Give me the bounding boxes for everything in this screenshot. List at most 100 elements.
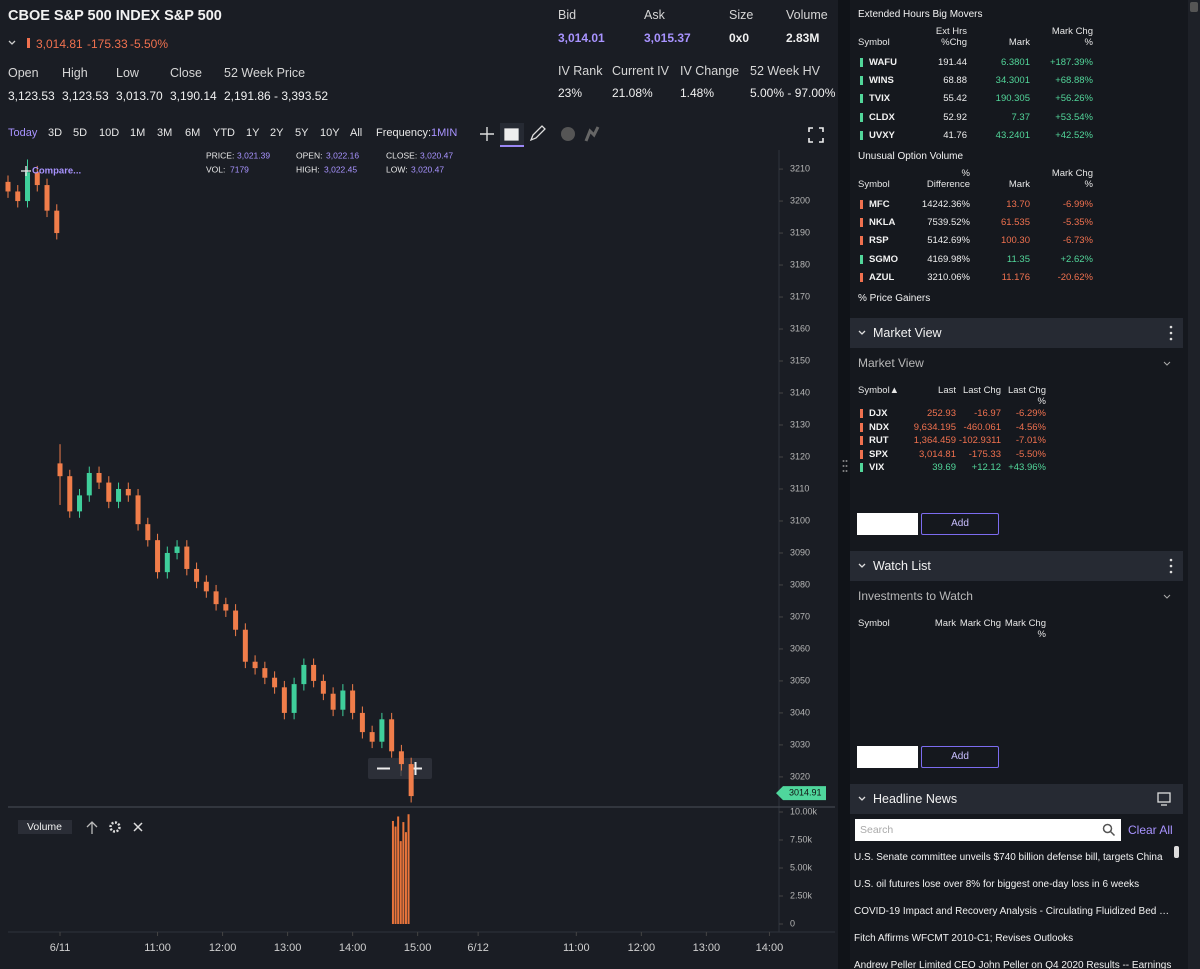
column-header: Mark [934, 618, 956, 629]
clear-all[interactable]: Clear All [1128, 823, 1173, 837]
range-button[interactable]: 5Y [295, 127, 309, 139]
range-button[interactable]: 5D [73, 127, 88, 139]
cell: -5.50% [1015, 448, 1046, 460]
symbol-input[interactable] [857, 513, 918, 535]
candle-body [262, 668, 268, 678]
cell: 1,364.459 [913, 435, 956, 446]
scrollbar-thumb[interactable] [1190, 2, 1198, 12]
candle-body [350, 690, 356, 713]
candle-body [174, 546, 180, 553]
volume-pane-icons[interactable] [86, 821, 143, 834]
panel-header [850, 551, 1183, 581]
y-tick-label: 3020 [790, 771, 810, 781]
symbol: WINS [869, 75, 894, 87]
symbol: DJX [869, 408, 888, 419]
range-button[interactable]: 2Y [270, 127, 284, 139]
range-button[interactable]: 10Y [320, 127, 340, 139]
quote-value: 3,014.01 [558, 31, 605, 45]
y-tick-label: 3030 [790, 739, 810, 749]
info-value: 3,022.45 [324, 164, 357, 174]
selector-caret[interactable] [1163, 361, 1171, 367]
selector-caret[interactable] [1163, 594, 1171, 600]
cell: +43.96% [1008, 462, 1046, 473]
cell: +42.52% [1055, 129, 1093, 141]
cell: 190.305 [995, 93, 1030, 105]
headline[interactable]: U.S. Senate committee unveils $740 billi… [854, 852, 1163, 863]
scrollbar-track[interactable] [1188, 0, 1200, 969]
cell: 4169.98% [927, 253, 970, 265]
trend-marker [860, 254, 863, 264]
volume-tick-label: 0 [790, 918, 795, 928]
range-button[interactable]: Today [8, 127, 38, 139]
x-tick-label: 14:00 [756, 942, 784, 954]
headline[interactable]: Andrew Peller Limited CEO John Peller on… [854, 960, 1172, 969]
add-button[interactable]: Add [921, 746, 999, 768]
y-tick-label: 3200 [790, 195, 810, 205]
iv-value: 23% [558, 86, 583, 100]
cell: -175.33 [968, 448, 1001, 460]
range-button[interactable]: 3D [48, 127, 63, 139]
y-tick-label: 3130 [790, 419, 810, 429]
volume-tick-label: 7.50k [790, 834, 813, 844]
frequency-value[interactable]: 1MIN [431, 127, 458, 139]
stat-label: High [62, 66, 88, 80]
column-header: Symbol [858, 37, 890, 48]
symbol: MFC [869, 199, 890, 210]
range-button[interactable]: 6M [185, 127, 201, 139]
panel-header-icons[interactable] [850, 784, 1183, 814]
panel-title: Market View [873, 326, 942, 340]
search-placeholder[interactable]: Search [860, 824, 894, 836]
zoom-control[interactable] [368, 758, 432, 779]
headline[interactable]: U.S. oil futures lose over 8% for bigges… [854, 879, 1140, 890]
candle-body [116, 488, 122, 502]
range-button[interactable]: 1Y [246, 127, 260, 139]
cell: 252.93 [926, 408, 956, 419]
toolbar-icons [480, 123, 600, 147]
search-box[interactable] [855, 819, 1121, 841]
x-tick-label: 14:00 [339, 942, 367, 954]
selector[interactable]: Investments to Watch [858, 589, 973, 603]
range-button[interactable]: 1M [130, 127, 146, 139]
candle-body [389, 719, 395, 752]
y-tick-label: 3100 [790, 515, 810, 525]
range-button[interactable]: All [350, 127, 363, 139]
range-button[interactable]: 10D [99, 127, 120, 139]
cell: -6.99% [1062, 199, 1093, 210]
y-tick-label: 3170 [790, 291, 810, 301]
cell: +187.39% [1049, 57, 1093, 68]
volume-bar [391, 820, 394, 924]
fullscreen-icon[interactable] [808, 127, 824, 143]
cell: 6.3801 [1000, 57, 1030, 68]
cell: 13.70 [1006, 199, 1030, 210]
selector[interactable]: Market View [858, 356, 924, 370]
quote-label: Volume [786, 8, 828, 22]
cell: -6.73% [1062, 235, 1093, 247]
range-button[interactable]: YTD [213, 127, 235, 139]
candle-body [34, 172, 40, 186]
cell: -7.01% [1015, 435, 1046, 446]
stat-label: Close [170, 66, 202, 80]
symbol-input[interactable] [857, 746, 918, 768]
section-footer[interactable]: % Price Gainers [858, 293, 931, 304]
column-header: Last Chg [962, 385, 1001, 396]
candle-body [184, 546, 190, 569]
candle-body [408, 764, 414, 797]
panel-header-icons[interactable] [850, 551, 1183, 581]
search-icon[interactable] [1102, 823, 1116, 837]
headline[interactable]: Fitch Affirms WFCMT 2010-C1; Revises Out… [854, 933, 1074, 944]
column-header: Symbol [858, 179, 890, 190]
compare-control[interactable]: Compare... [21, 166, 81, 177]
headline[interactable]: COVID-19 Impact and Recovery Analysis - … [854, 906, 1172, 917]
panel-divider[interactable] [838, 0, 850, 969]
info-value: 3,021.39 [237, 150, 270, 160]
add-button[interactable]: Add [921, 513, 999, 535]
candle-body [77, 495, 83, 512]
divider-handle[interactable] [842, 459, 848, 473]
x-tick-label: 11:00 [563, 942, 590, 954]
panel-header-icons[interactable] [850, 318, 1183, 348]
symbol: WAFU [869, 57, 897, 68]
range-button[interactable]: 3M [157, 127, 173, 139]
column-header: Mark Chg [1051, 168, 1093, 179]
volume-label: Volume [27, 821, 62, 833]
